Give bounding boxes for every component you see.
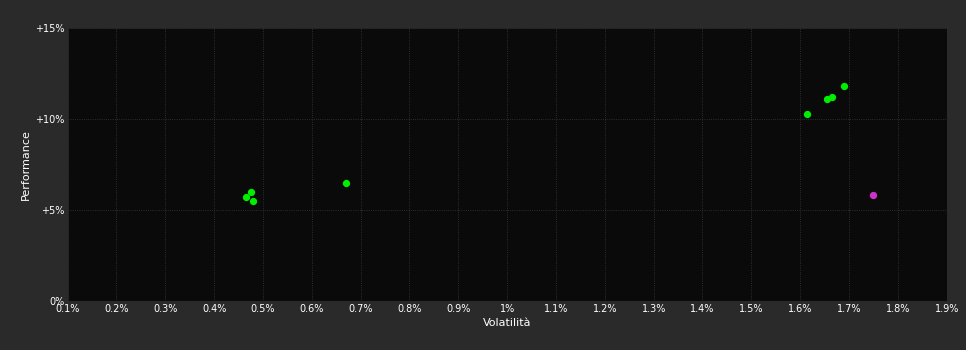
X-axis label: Volatilità: Volatilità — [483, 318, 531, 328]
Point — [239, 195, 254, 200]
Point — [819, 96, 835, 102]
Point — [837, 83, 852, 89]
Point — [824, 94, 839, 100]
Point — [245, 198, 261, 204]
Y-axis label: Performance: Performance — [21, 129, 31, 200]
Point — [866, 193, 881, 198]
Point — [338, 180, 354, 186]
Point — [800, 111, 815, 116]
Point — [243, 189, 259, 195]
